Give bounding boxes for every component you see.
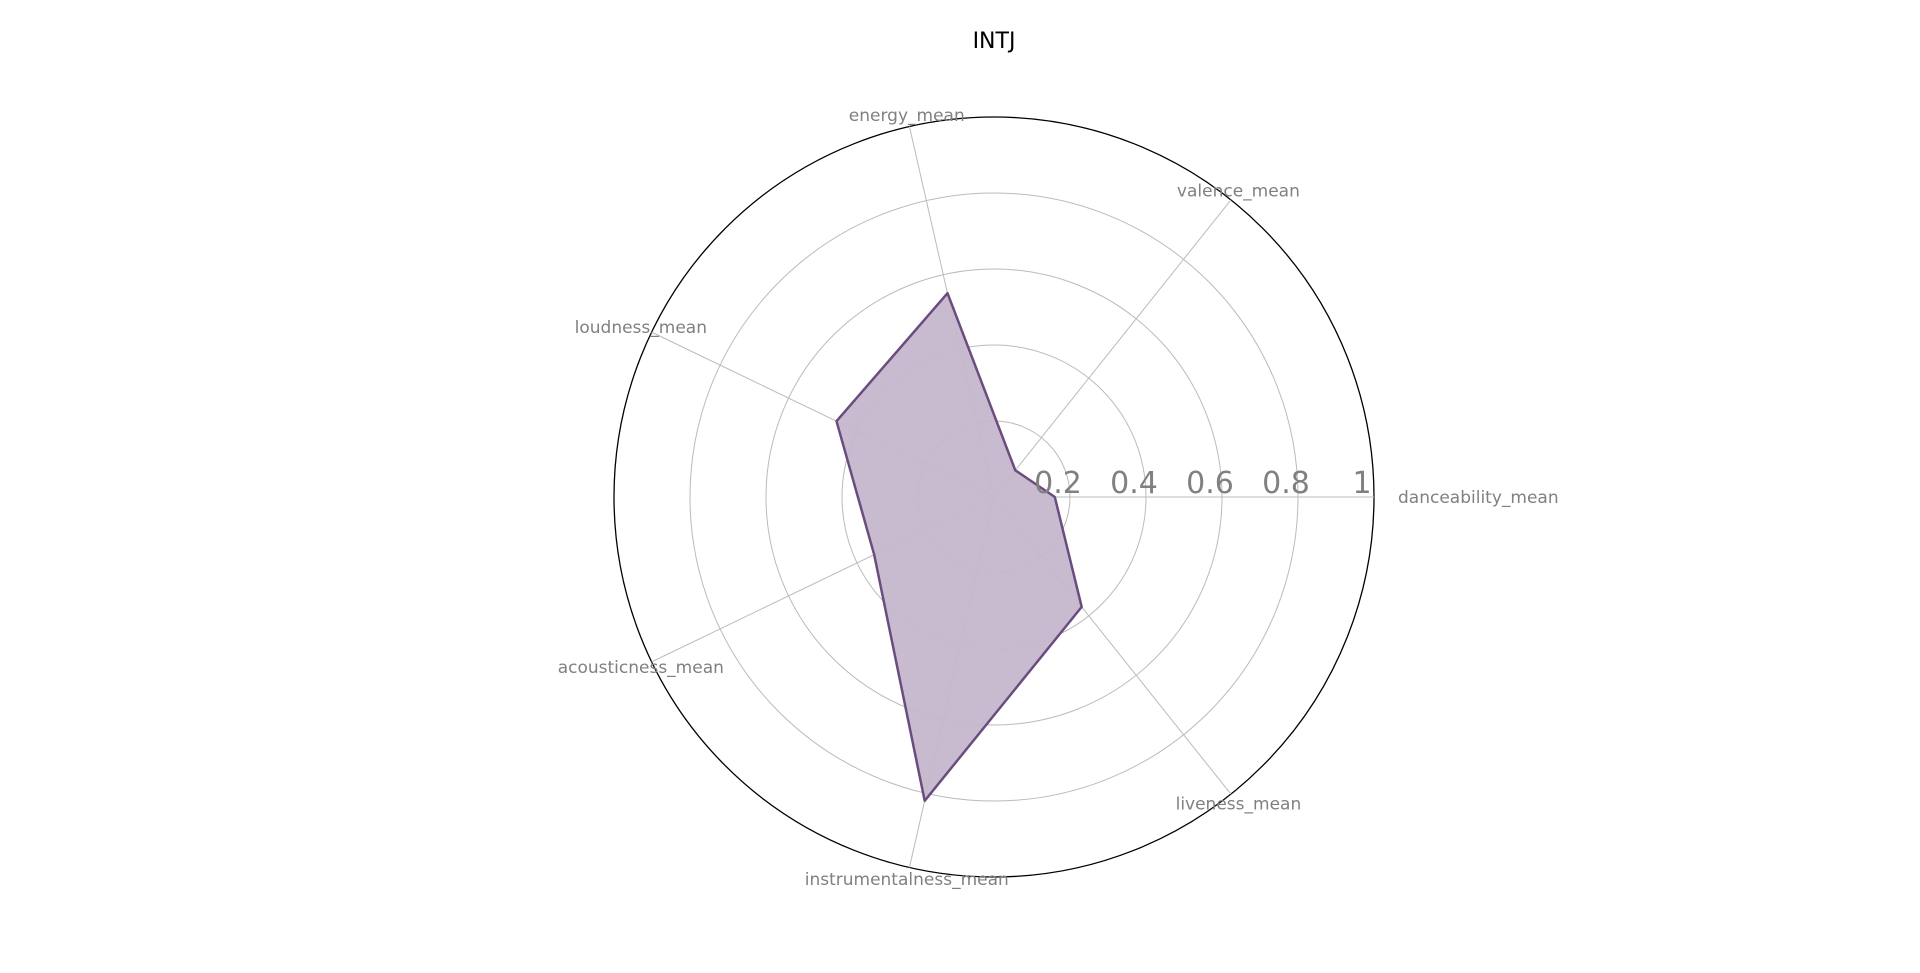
category-label: loudness_mean <box>575 318 707 338</box>
spoke-line <box>993 199 1232 498</box>
radial-tick-label: 0.6 <box>1186 466 1234 501</box>
radial-tick-label: 0.2 <box>1034 466 1082 501</box>
category-label: danceability_mean <box>1398 488 1559 508</box>
series-area <box>835 291 1083 803</box>
radial-tick-label: 1 <box>1352 466 1371 501</box>
category-label: instrumentalness_mean <box>805 870 1009 890</box>
category-label: liveness_mean <box>1176 794 1302 814</box>
category-label: valence_mean <box>1177 182 1300 202</box>
label-layer: 0.2 0.4 0.6 0.8 1 danceability_mean valence_me… <box>558 106 1559 890</box>
category-label: acousticness_mean <box>558 658 724 678</box>
radial-tick-label: 0.4 <box>1110 466 1158 501</box>
chart-title: INTJ <box>973 29 1016 54</box>
radial-tick-label: 0.8 <box>1262 466 1310 501</box>
data-layer <box>835 291 1083 803</box>
category-label: energy_mean <box>849 106 965 126</box>
